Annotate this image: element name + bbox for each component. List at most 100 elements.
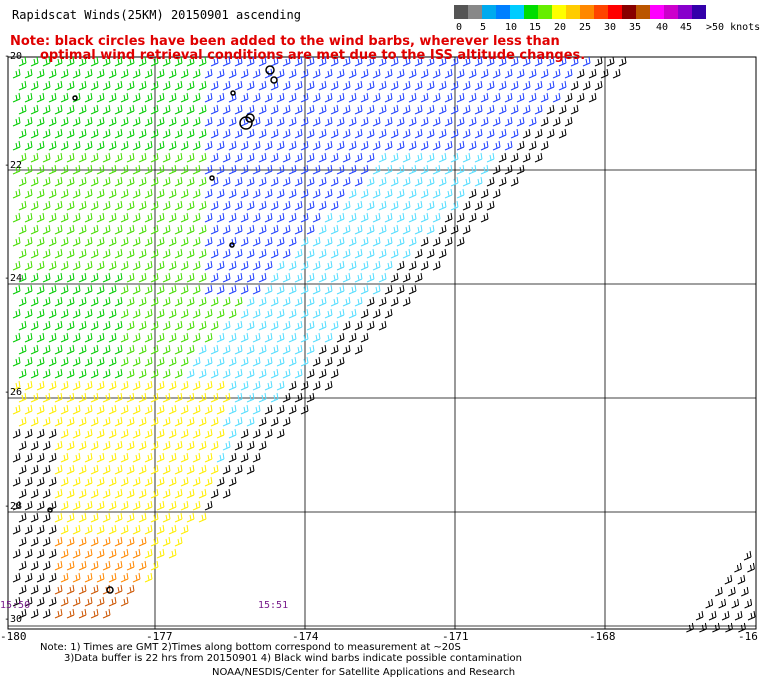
- wind-barb: [324, 116, 333, 127]
- wind-barb: [318, 248, 327, 259]
- wind-barb: [30, 344, 39, 355]
- wind-barb: [246, 440, 255, 451]
- wind-barb: [432, 92, 441, 103]
- wind-barb: [120, 380, 129, 391]
- wind-barb: [180, 260, 189, 271]
- wind-barb: [102, 320, 111, 331]
- wind-barb: [264, 332, 273, 343]
- wind-barb: [396, 188, 405, 199]
- wind-barb: [150, 464, 159, 475]
- wind-barb: [168, 524, 177, 535]
- wind-barb: [108, 500, 117, 511]
- wind-barb: [366, 80, 375, 91]
- wind-barb: [216, 236, 225, 247]
- wind-barb: [330, 176, 339, 187]
- wind-barb: [12, 500, 21, 511]
- wind-barb: [192, 140, 201, 151]
- wind-barb: [324, 212, 333, 223]
- wind-barb: [606, 56, 615, 67]
- colorbar-swatch: [636, 5, 650, 19]
- wind-barb: [192, 500, 201, 511]
- wind-barb: [318, 320, 327, 331]
- wind-barb: [120, 260, 129, 271]
- wind-barb: [162, 440, 171, 451]
- wind-barb: [12, 212, 21, 223]
- wind-barb: [168, 452, 177, 463]
- colorbar-swatch: [566, 5, 580, 19]
- wind-barb: [552, 116, 561, 127]
- wind-barb: [78, 176, 87, 187]
- wind-barb: [204, 356, 213, 367]
- wind-barb: [312, 92, 321, 103]
- wind-barb: [180, 92, 189, 103]
- wind-barb: [102, 80, 111, 91]
- wind-barb: [306, 224, 315, 235]
- wind-barb: [252, 92, 261, 103]
- lon-label: -171: [442, 630, 469, 643]
- wind-barb: [36, 404, 45, 415]
- wind-barb: [132, 116, 141, 127]
- wind-barb: [306, 344, 315, 355]
- wind-barb: [84, 164, 93, 175]
- wind-barb: [300, 356, 309, 367]
- wind-barb: [42, 440, 51, 451]
- wind-barb: [48, 380, 57, 391]
- wind-barb: [72, 404, 81, 415]
- wind-barb: [162, 536, 171, 547]
- wind-barb: [300, 236, 309, 247]
- wind-barb: [18, 272, 27, 283]
- wind-barb: [216, 212, 225, 223]
- wind-barb: [126, 368, 135, 379]
- wind-barb: [192, 380, 201, 391]
- wind-barb: [24, 188, 33, 199]
- wind-barb: [216, 68, 225, 79]
- wind-barb: [210, 392, 219, 403]
- wind-barb: [120, 476, 129, 487]
- wind-barb: [234, 440, 243, 451]
- wind-barb: [42, 488, 51, 499]
- wind-barb: [228, 68, 237, 79]
- wind-barb: [246, 176, 255, 187]
- wind-barb: [174, 536, 183, 547]
- wind-barb: [90, 440, 99, 451]
- wind-barb: [426, 80, 435, 91]
- wind-barb: [48, 236, 57, 247]
- wind-barb: [546, 56, 555, 67]
- wind-barb: [78, 248, 87, 259]
- wind-barb: [402, 176, 411, 187]
- wind-barb: [354, 272, 363, 283]
- note-line-1: Note: black circles have been added to t…: [10, 34, 560, 49]
- wind-barb: [288, 92, 297, 103]
- wind-barb: [54, 488, 63, 499]
- wind-barb: [222, 464, 231, 475]
- wind-barb: [72, 356, 81, 367]
- colorbar-swatch: [524, 5, 538, 19]
- wind-barb: [42, 272, 51, 283]
- wind-barb: [264, 236, 273, 247]
- wind-barb: [240, 212, 249, 223]
- wind-barb: [270, 176, 279, 187]
- wind-barb: [372, 116, 381, 127]
- wind-barb: [354, 80, 363, 91]
- wind-barb: [498, 176, 507, 187]
- wind-barb: [54, 248, 63, 259]
- wind-barb: [66, 152, 75, 163]
- wind-barb: [354, 224, 363, 235]
- wind-barb: [204, 428, 213, 439]
- wind-barb: [192, 332, 201, 343]
- wind-barb: [30, 200, 39, 211]
- wind-barb: [528, 116, 537, 127]
- wind-barb: [72, 116, 81, 127]
- wind-barb: [180, 116, 189, 127]
- wind-barb: [564, 68, 573, 79]
- wind-barb: [366, 200, 375, 211]
- wind-barb: [48, 284, 57, 295]
- wind-barb: [312, 140, 321, 151]
- wind-barb: [36, 476, 45, 487]
- wind-barb: [120, 92, 129, 103]
- wind-barb: [324, 188, 333, 199]
- wind-barb: [114, 416, 123, 427]
- wind-barb: [84, 116, 93, 127]
- wind-barb: [372, 308, 381, 319]
- wind-barb: [48, 428, 57, 439]
